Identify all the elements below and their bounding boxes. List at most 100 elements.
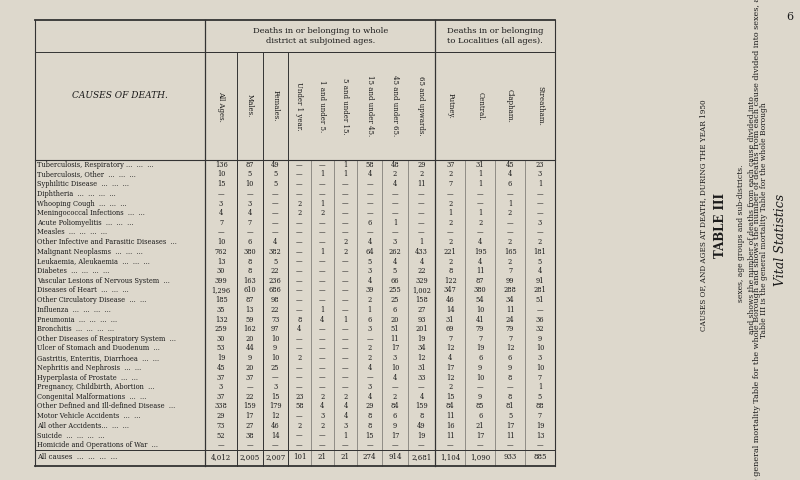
Text: —: — [246,383,254,391]
Text: —: — [477,200,483,207]
Text: 4: 4 [419,257,424,265]
Text: 73: 73 [271,315,279,324]
Text: TABLE III: TABLE III [714,192,726,257]
Text: —: — [418,219,425,227]
Text: 39: 39 [366,287,374,295]
Text: 347: 347 [444,287,457,295]
Text: 19: 19 [536,422,544,430]
Text: 185: 185 [214,296,227,304]
Text: 4: 4 [393,180,397,188]
Text: 3: 3 [367,383,372,391]
Text: 163: 163 [243,277,256,285]
Text: Diabetes  ...  ...  ...  ...: Diabetes ... ... ... ... [37,267,110,275]
Text: 221: 221 [444,248,457,256]
Text: CAUSES OF DEATH.: CAUSES OF DEATH. [72,92,168,100]
Text: —: — [319,325,326,333]
Text: 7: 7 [508,267,512,275]
Text: 6: 6 [478,354,482,362]
Text: 2: 2 [419,170,423,179]
Text: 2,007: 2,007 [265,453,286,461]
Text: 31: 31 [446,315,454,324]
Text: —: — [272,200,278,207]
Text: 5 and under 15.: 5 and under 15. [342,78,350,134]
Text: 158: 158 [415,296,428,304]
Text: —: — [506,383,514,391]
Text: 4: 4 [448,354,453,362]
Text: 4: 4 [343,403,348,410]
Text: 31: 31 [476,161,485,169]
Text: 59: 59 [246,315,254,324]
Text: 20: 20 [246,335,254,343]
Text: 201: 201 [415,325,428,333]
Text: 4: 4 [478,257,482,265]
Text: 14: 14 [446,306,454,314]
Text: 433: 433 [415,248,428,256]
Text: 17: 17 [246,412,254,420]
Text: 35: 35 [217,306,226,314]
Text: 25: 25 [271,364,279,372]
Text: —: — [477,441,483,449]
Text: 380: 380 [243,248,256,256]
Text: 85: 85 [476,403,485,410]
Text: 37: 37 [446,161,454,169]
Text: 2: 2 [448,238,452,246]
Text: 2: 2 [298,209,302,217]
Text: —: — [447,190,454,198]
Text: 2: 2 [298,200,302,207]
Text: —: — [537,441,543,449]
Text: 21: 21 [476,422,485,430]
Text: 91: 91 [536,277,544,285]
Text: 5: 5 [273,180,278,188]
Text: 17: 17 [390,432,399,440]
Text: 9: 9 [248,354,252,362]
Text: 2: 2 [367,345,372,352]
Text: 2,681: 2,681 [411,453,431,461]
Text: 46: 46 [271,422,279,430]
Text: —: — [296,238,302,246]
Text: 5: 5 [508,412,512,420]
Text: 11: 11 [506,432,514,440]
Text: 1: 1 [320,248,325,256]
Text: 1 and under 5.: 1 and under 5. [318,80,326,132]
Text: —: — [342,325,349,333]
Text: 10: 10 [246,180,254,188]
Text: —: — [342,335,349,343]
Text: —: — [366,441,373,449]
Text: 37: 37 [217,373,226,382]
Text: 13: 13 [536,432,544,440]
Text: Females.: Females. [271,90,279,122]
Text: —: — [296,180,302,188]
Text: 9: 9 [273,345,278,352]
Text: —: — [366,209,373,217]
Text: 45 and under 65.: 45 and under 65. [391,75,399,137]
Text: —: — [342,180,349,188]
Text: 165: 165 [504,248,517,256]
Text: 3: 3 [219,200,223,207]
Text: 29: 29 [366,403,374,410]
Text: Homicide and Operations of War  ...: Homicide and Operations of War ... [37,441,158,449]
Text: —: — [319,441,326,449]
Text: 48: 48 [390,161,399,169]
Text: 10: 10 [536,364,544,372]
Text: 7: 7 [508,335,512,343]
Text: 2: 2 [448,383,452,391]
Text: —: — [342,219,349,227]
Text: 22: 22 [246,393,254,401]
Text: 30: 30 [217,267,226,275]
Text: 1: 1 [320,200,325,207]
Text: 37: 37 [217,393,226,401]
Text: —: — [296,228,302,237]
Text: —: — [296,296,302,304]
Text: —: — [319,257,326,265]
Text: Tuberculosis, Respiratory ...  ...  ...: Tuberculosis, Respiratory ... ... ... [37,161,154,169]
Text: 4: 4 [419,393,424,401]
Text: Vascular Lesions of Nervous System  ...: Vascular Lesions of Nervous System ... [37,277,170,285]
Text: 15: 15 [446,393,454,401]
Text: Deaths in or belonging to whole
district at subjoined ages.: Deaths in or belonging to whole district… [253,27,388,45]
Text: 262: 262 [389,248,402,256]
Text: 4,012: 4,012 [211,453,231,461]
Text: 44: 44 [246,345,254,352]
Text: —: — [537,209,543,217]
Text: 49: 49 [417,422,426,430]
Text: Tuberculosis, Other  ...  ...  ...: Tuberculosis, Other ... ... ... [37,170,136,179]
